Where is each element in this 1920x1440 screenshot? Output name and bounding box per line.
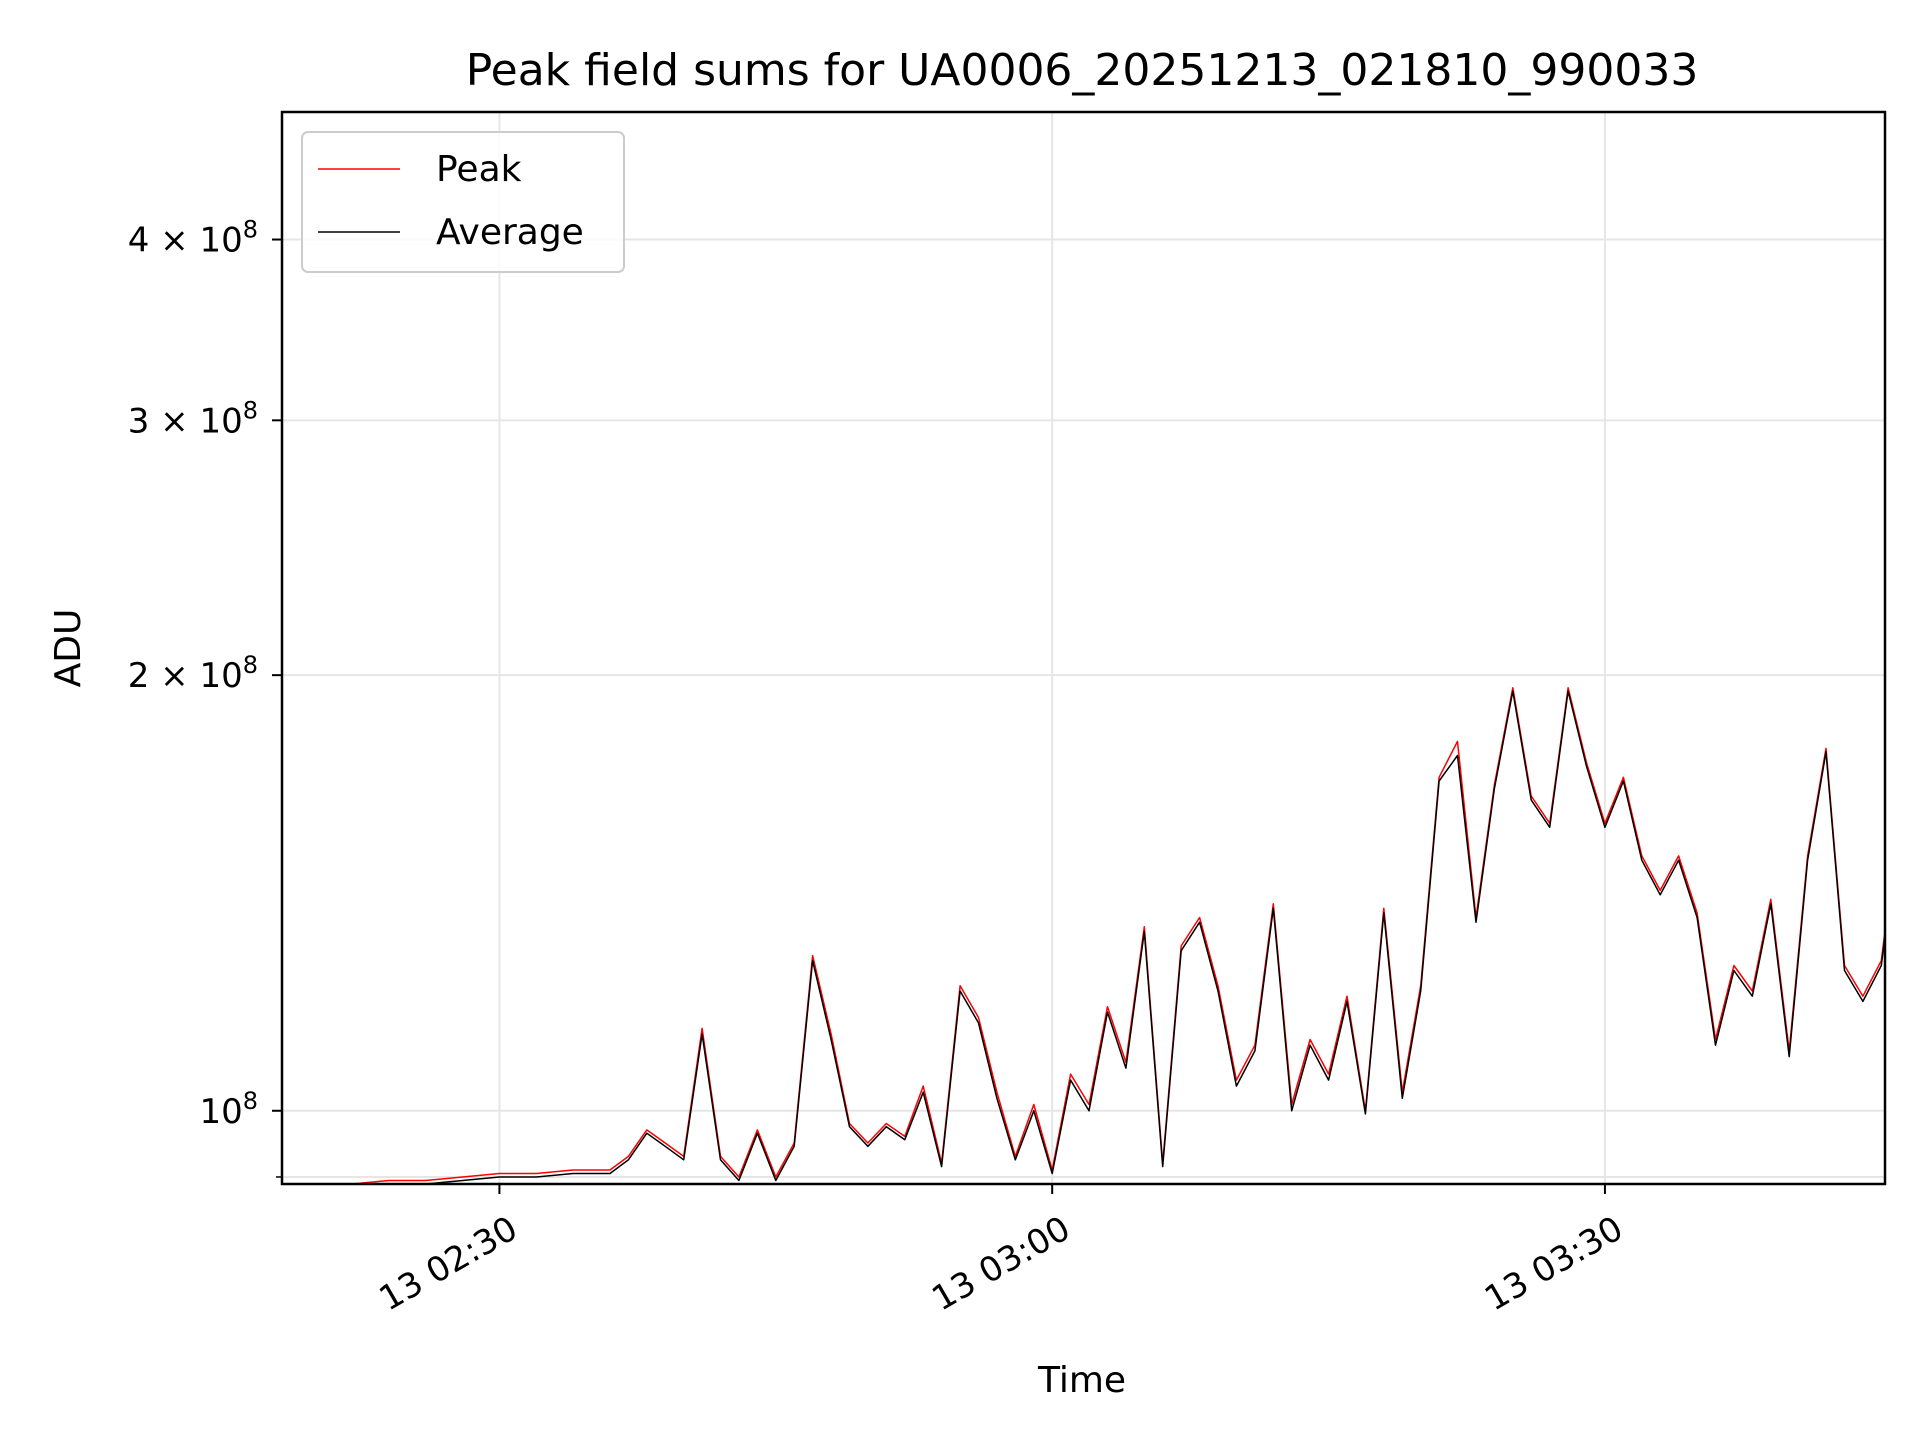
y-tick-label: 4 × 108 — [128, 216, 258, 261]
y-tick-label-exponent: 8 — [243, 651, 258, 679]
y-tick-label-base: 3 × 10 — [128, 401, 243, 441]
legend: Peak Average — [301, 131, 625, 273]
y-tick-label-base: 4 × 10 — [128, 221, 243, 261]
y-tick-label: 3 × 108 — [128, 396, 258, 441]
x-axis-label: Time — [1037, 1360, 1126, 1401]
y-tick-label: 2 × 108 — [128, 651, 258, 696]
y-tick-label-base: 10 — [199, 1092, 242, 1132]
legend-box — [301, 131, 625, 273]
y-tick-label-exponent: 8 — [243, 1087, 258, 1115]
series-line-average — [380, 690, 1885, 1184]
y-tick-label-exponent: 8 — [243, 396, 258, 424]
legend-label-peak: Peak — [436, 149, 522, 190]
plot-frame — [280, 110, 1887, 1186]
chart-title: Peak field sums for UA0006_20251213_0218… — [466, 45, 1699, 96]
series-layer — [344, 687, 1885, 1184]
y-tick-label-base: 2 × 10 — [128, 656, 243, 696]
legend-label-average: Average — [436, 212, 584, 253]
y-tick-label-exponent: 8 — [243, 216, 258, 244]
y-tick-label: 108 — [199, 1087, 258, 1132]
y-axis-label: ADU — [48, 609, 89, 688]
